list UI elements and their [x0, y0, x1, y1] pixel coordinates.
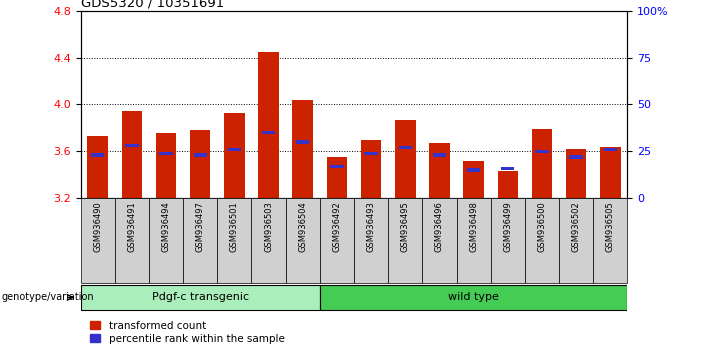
FancyBboxPatch shape [491, 198, 525, 283]
Bar [292, 100, 313, 198]
Bar [190, 130, 210, 198]
FancyBboxPatch shape [81, 285, 320, 310]
Bar [467, 169, 480, 172]
Bar [399, 146, 412, 149]
Bar [531, 129, 552, 198]
Bar [361, 139, 381, 198]
Legend: transformed count, percentile rank within the sample: transformed count, percentile rank withi… [86, 317, 289, 348]
Text: GSM936496: GSM936496 [435, 201, 444, 252]
Text: GSM936504: GSM936504 [298, 201, 307, 252]
Text: GSM936498: GSM936498 [469, 201, 478, 252]
Bar [604, 148, 617, 151]
FancyBboxPatch shape [149, 198, 183, 283]
FancyBboxPatch shape [252, 198, 286, 283]
Text: GSM936495: GSM936495 [401, 201, 410, 252]
Bar [156, 133, 176, 198]
Text: GSM936490: GSM936490 [93, 201, 102, 252]
Bar [463, 161, 484, 198]
Text: GSM936494: GSM936494 [161, 201, 170, 252]
Bar [498, 171, 518, 198]
Bar [429, 143, 450, 198]
FancyBboxPatch shape [354, 198, 388, 283]
Bar [433, 153, 446, 157]
Text: genotype/variation: genotype/variation [1, 292, 94, 302]
Bar [122, 112, 142, 198]
FancyBboxPatch shape [456, 198, 491, 283]
FancyBboxPatch shape [559, 198, 593, 283]
Text: wild type: wild type [448, 292, 499, 302]
FancyBboxPatch shape [320, 285, 627, 310]
FancyBboxPatch shape [217, 198, 252, 283]
FancyBboxPatch shape [422, 198, 456, 283]
Text: GSM936497: GSM936497 [196, 201, 205, 252]
Bar [600, 147, 620, 198]
Text: GSM936491: GSM936491 [128, 201, 137, 252]
Bar [193, 153, 207, 157]
Bar [91, 153, 104, 157]
Bar [262, 131, 275, 134]
Bar [395, 120, 416, 198]
Bar [88, 136, 108, 198]
Text: GSM936502: GSM936502 [571, 201, 580, 252]
FancyBboxPatch shape [183, 198, 217, 283]
Text: GSM936500: GSM936500 [538, 201, 547, 252]
Text: GSM936503: GSM936503 [264, 201, 273, 252]
Bar [501, 167, 515, 170]
Bar [296, 140, 309, 144]
Text: GDS5320 / 10351691: GDS5320 / 10351691 [81, 0, 224, 10]
Bar [224, 113, 245, 198]
FancyBboxPatch shape [320, 198, 354, 283]
Bar [125, 144, 139, 147]
FancyBboxPatch shape [525, 198, 559, 283]
Text: GSM936492: GSM936492 [332, 201, 341, 252]
FancyBboxPatch shape [593, 198, 627, 283]
Bar [536, 150, 549, 153]
Bar [365, 152, 378, 155]
FancyBboxPatch shape [81, 198, 115, 283]
FancyBboxPatch shape [115, 198, 149, 283]
FancyBboxPatch shape [286, 198, 320, 283]
Bar [330, 165, 343, 168]
Text: GSM936505: GSM936505 [606, 201, 615, 252]
Bar [566, 149, 586, 198]
FancyBboxPatch shape [388, 198, 422, 283]
Bar [159, 152, 172, 155]
Bar [228, 148, 241, 151]
Text: GSM936501: GSM936501 [230, 201, 239, 252]
Bar [569, 155, 583, 159]
Bar [327, 157, 347, 198]
Text: GSM936499: GSM936499 [503, 201, 512, 252]
Text: Pdgf-c transgenic: Pdgf-c transgenic [151, 292, 249, 302]
Bar [258, 52, 279, 198]
Text: GSM936493: GSM936493 [367, 201, 376, 252]
